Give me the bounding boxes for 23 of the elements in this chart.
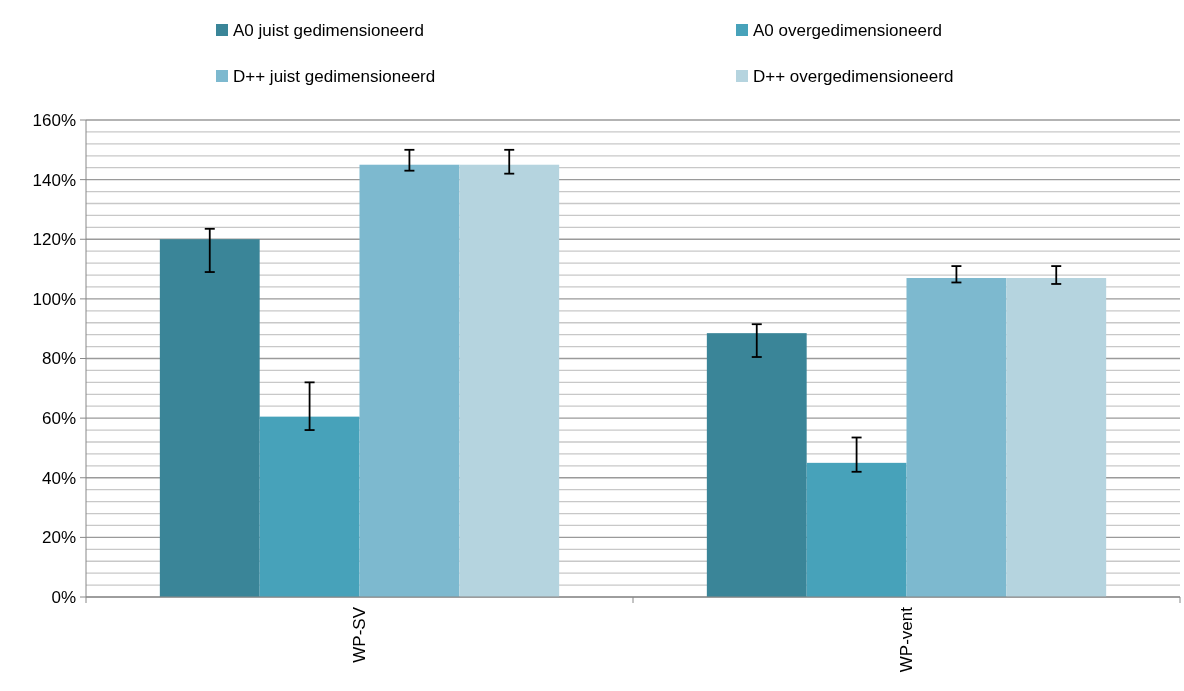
legend-label: A0 overgedimensioneerd (753, 20, 943, 40)
y-tick-label: 120% (32, 230, 76, 250)
y-tick-label: 20% (41, 528, 76, 548)
legend-label: D++ juist gedimensioneerd (233, 66, 436, 86)
bar (159, 239, 260, 597)
bar (706, 333, 807, 597)
bar (1006, 278, 1107, 597)
y-tick-label: 100% (32, 289, 76, 309)
x-tick-label: WP-SV (350, 606, 370, 663)
y-tick-label: 140% (32, 170, 76, 190)
bar (359, 164, 460, 597)
y-tick-label: 160% (32, 110, 76, 130)
bar (459, 164, 560, 597)
bar (906, 278, 1007, 597)
y-tick-label: 0% (51, 587, 76, 607)
legend-label: D++ overgedimensioneerd (753, 66, 954, 86)
bar (806, 462, 907, 597)
legend-label: A0 juist gedimensioneerd (233, 20, 424, 40)
y-tick-label: 80% (41, 349, 76, 369)
y-tick-label: 60% (41, 409, 76, 429)
bar (259, 416, 360, 597)
y-tick-label: 40% (41, 468, 76, 488)
x-tick-label: WP-vent (897, 606, 917, 673)
